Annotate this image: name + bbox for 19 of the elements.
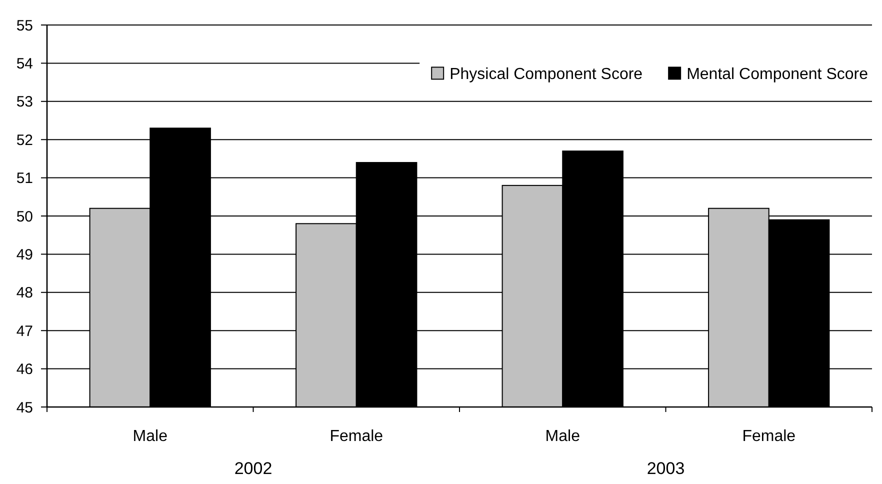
y-tick-label: 53: [16, 94, 33, 111]
y-tick-label: 49: [16, 246, 33, 264]
y-tick-label: 54: [16, 55, 33, 72]
y-tick-label: 46: [16, 361, 33, 378]
x-tick-label: Male: [132, 428, 168, 445]
y-tick-label: 55: [16, 17, 33, 34]
y-tick-label: 47: [16, 322, 33, 340]
y-tick-label: 45: [16, 399, 33, 416]
x-tick-label: Female: [330, 428, 384, 445]
y-tick-label: 48: [16, 284, 33, 302]
text: 2002: [234, 459, 272, 478]
x-tick-label: Female: [742, 428, 796, 445]
legend-label: Physical Component Score: [450, 66, 643, 83]
text: 2003: [646, 459, 685, 478]
y-tick-label: 50: [16, 208, 33, 226]
x-tick-label: Male: [545, 428, 580, 445]
y-tick-label: 52: [16, 132, 33, 149]
y-tick-label: 51: [16, 170, 33, 188]
legend-label: Mental Component Score: [686, 66, 868, 83]
